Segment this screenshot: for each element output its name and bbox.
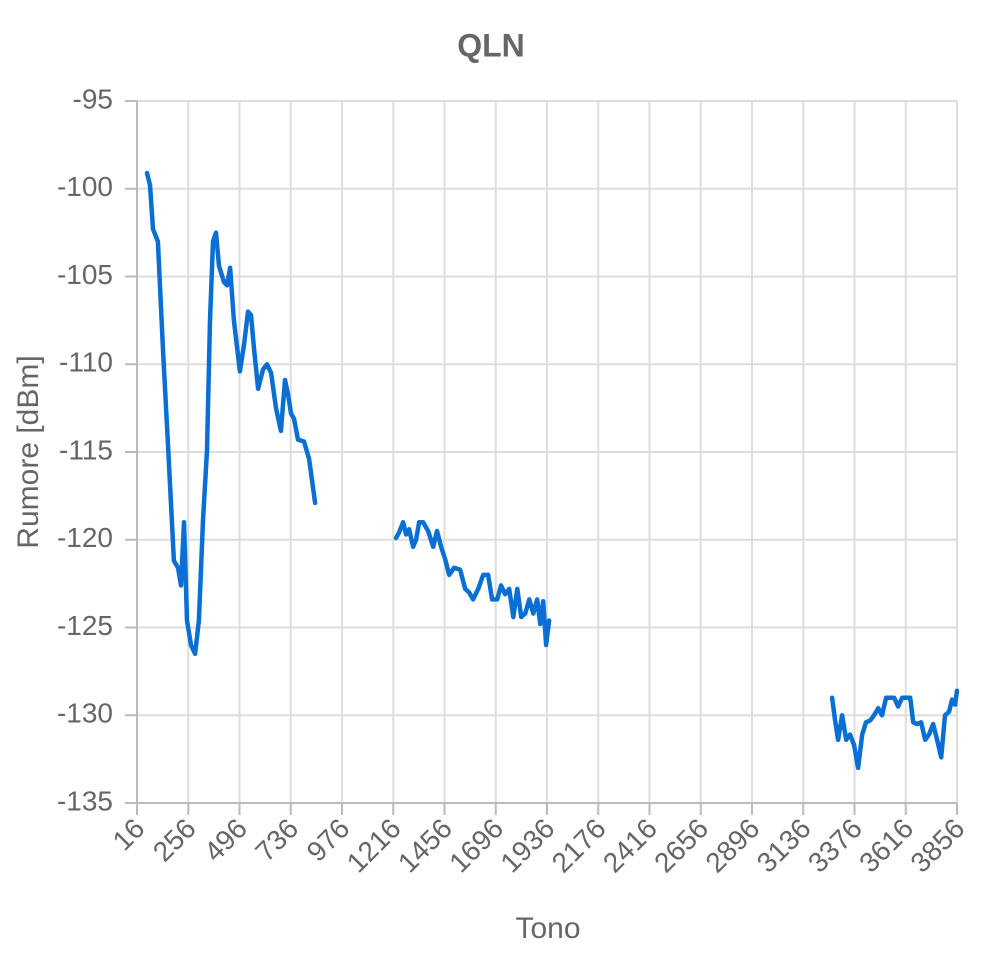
y-axis-label: Rumore [dBm] xyxy=(12,355,45,548)
y-tick-label: -105 xyxy=(57,259,113,290)
x-tick-label: 1936 xyxy=(494,813,560,879)
x-tick-label: 16 xyxy=(107,813,151,857)
x-tick-label: 3616 xyxy=(853,813,919,879)
chart-title: QLN xyxy=(457,27,525,63)
x-tick-label: 2416 xyxy=(597,813,663,879)
x-tick-label: 3136 xyxy=(751,813,817,879)
y-tick-label: -120 xyxy=(57,522,113,553)
x-tick-label: 496 xyxy=(198,813,253,868)
x-tick-label: 736 xyxy=(249,813,304,868)
y-tick-label: -100 xyxy=(57,171,113,202)
y-tick-label: -135 xyxy=(57,785,113,816)
x-tick-label: 3376 xyxy=(802,813,868,879)
x-tick-label: 2656 xyxy=(648,813,714,879)
y-tick-label: -130 xyxy=(57,698,113,729)
x-axis-label: Tono xyxy=(515,912,580,945)
y-tick-label: -95 xyxy=(73,83,113,114)
x-tick-label: 1216 xyxy=(341,813,407,879)
x-tick-label: 2176 xyxy=(546,813,612,879)
y-tick-label: -110 xyxy=(59,347,113,378)
x-tick-label: 3856 xyxy=(904,813,970,879)
y-tick-label: -115 xyxy=(59,434,113,465)
x-tick-label: 1456 xyxy=(392,813,458,879)
data-line xyxy=(144,170,960,771)
y-tick-label: -125 xyxy=(57,610,113,641)
x-tick-label: 2896 xyxy=(699,813,765,879)
x-tick-label: 256 xyxy=(147,813,202,868)
x-tick-label: 1696 xyxy=(443,813,509,879)
